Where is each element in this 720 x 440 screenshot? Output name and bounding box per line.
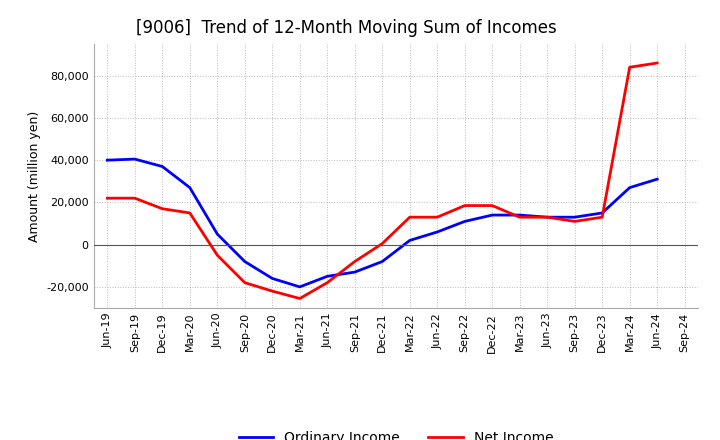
Net Income [351,259,359,264]
Ordinary Income [186,185,194,190]
Text: [9006]  Trend of 12-Month Moving Sum of Incomes: [9006] Trend of 12-Month Moving Sum of I… [136,19,557,37]
Y-axis label: Amount (million yen): Amount (million yen) [27,110,40,242]
Net Income [213,253,222,258]
Ordinary Income [543,215,552,220]
Net Income [626,65,634,70]
Line: Ordinary Income: Ordinary Income [107,159,657,287]
Net Income [433,215,441,220]
Ordinary Income [516,213,524,218]
Ordinary Income [626,185,634,190]
Ordinary Income [213,231,222,237]
Ordinary Income [323,274,332,279]
Ordinary Income [130,157,139,162]
Net Income [378,241,387,246]
Ordinary Income [653,176,662,182]
Ordinary Income [433,229,441,235]
Net Income [186,210,194,216]
Net Income [130,195,139,201]
Net Income [240,280,249,285]
Ordinary Income [268,276,276,281]
Net Income [460,203,469,208]
Ordinary Income [158,164,166,169]
Net Income [570,219,579,224]
Net Income [653,60,662,66]
Legend: Ordinary Income, Net Income: Ordinary Income, Net Income [233,426,559,440]
Net Income [295,296,304,301]
Net Income [488,203,497,208]
Ordinary Income [570,215,579,220]
Ordinary Income [240,259,249,264]
Ordinary Income [405,238,414,243]
Net Income [543,215,552,220]
Net Income [323,280,332,285]
Ordinary Income [103,158,112,163]
Ordinary Income [295,284,304,290]
Net Income [158,206,166,211]
Ordinary Income [378,259,387,264]
Net Income [516,215,524,220]
Net Income [598,215,606,220]
Ordinary Income [351,269,359,275]
Net Income [405,215,414,220]
Net Income [103,195,112,201]
Ordinary Income [598,210,606,216]
Net Income [268,289,276,294]
Line: Net Income: Net Income [107,63,657,298]
Ordinary Income [460,219,469,224]
Ordinary Income [488,213,497,218]
